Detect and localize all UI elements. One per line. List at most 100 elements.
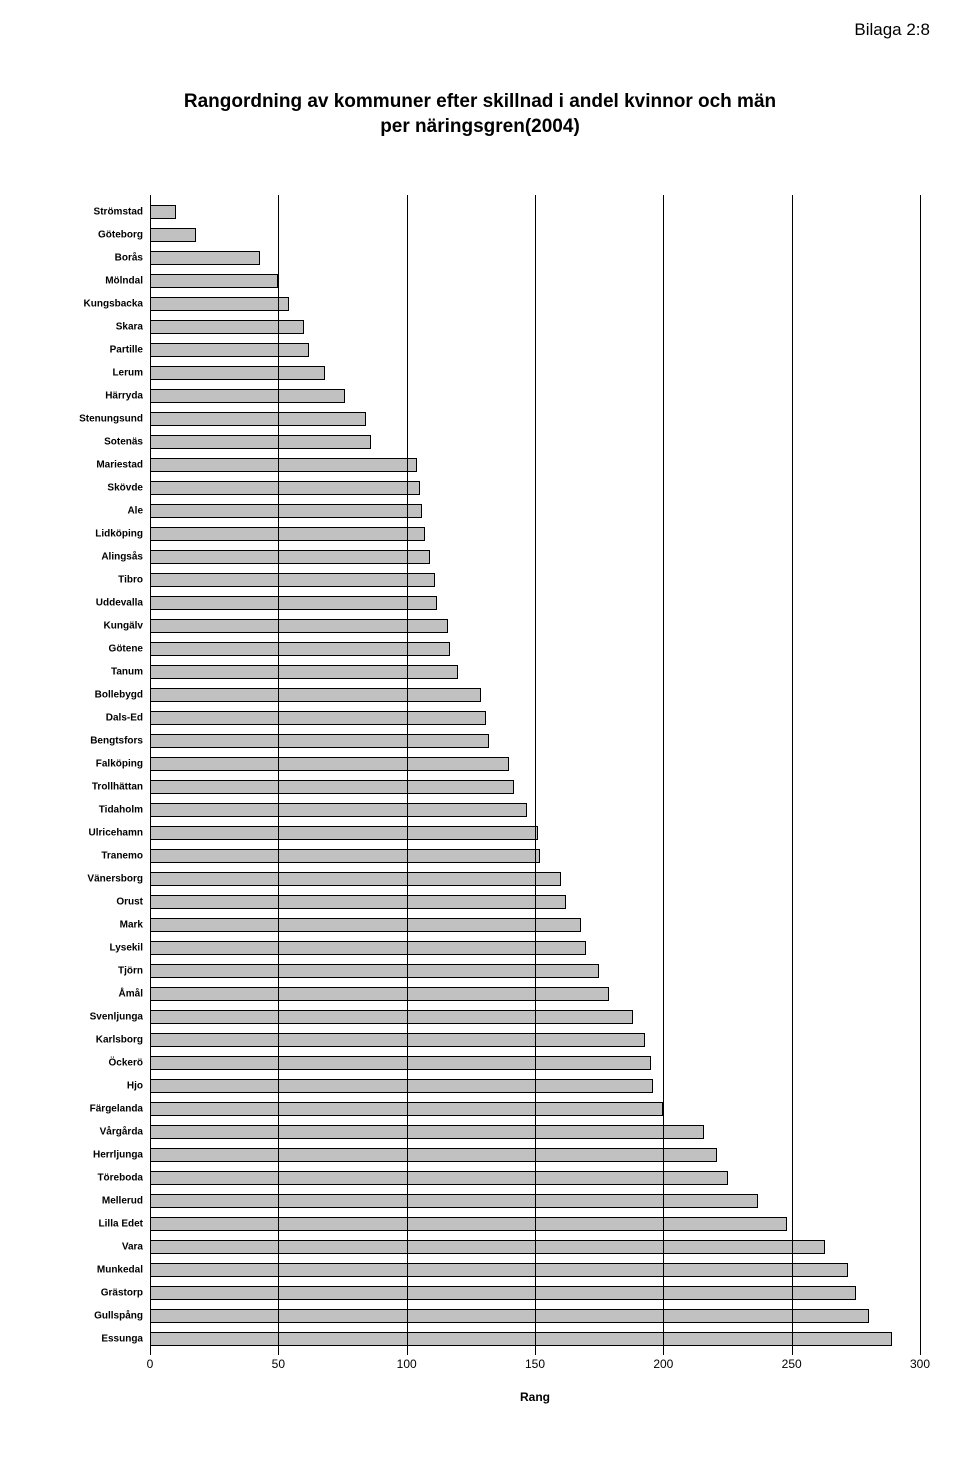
bar-label: Lysekil [35,942,143,953]
x-tick-label: 50 [272,1357,285,1371]
bar-rect [150,1148,717,1162]
bar-rect [150,1033,645,1047]
bar-rect [150,665,458,679]
bar-rect [150,435,371,449]
bar-label: Uddevalla [35,597,143,608]
bar-label: Härryda [35,390,143,401]
bar-label: Hjo [35,1080,143,1091]
x-tick-label: 250 [782,1357,802,1371]
bar-rect [150,1286,856,1300]
bar-label: Orust [35,896,143,907]
bar-rect [150,527,425,541]
bar-rect [150,711,486,725]
bar-label: Herrljunga [35,1149,143,1160]
bar-rect [150,1010,633,1024]
x-axis-label: Rang [150,1390,920,1404]
gridline [535,195,536,1355]
bar-label: Lidköping [35,528,143,539]
bar-rect [150,1309,869,1323]
bar-label: Vårgårda [35,1126,143,1137]
bar-label: Tibro [35,574,143,585]
bar-rect [150,1056,651,1070]
bar-rect [150,1263,848,1277]
bar-rect [150,596,437,610]
gridline [792,195,793,1355]
bar-rect [150,642,450,656]
bar-rect [150,205,176,219]
bar-rect [150,1194,758,1208]
bar-rect [150,366,325,380]
bar-rect [150,458,417,472]
bar-label: Dals-Ed [35,712,143,723]
bar-label: Essunga [35,1333,143,1344]
bar-label: Kungsbacka [35,298,143,309]
bar-label: Bollebygd [35,689,143,700]
bar-rect [150,941,586,955]
bar-label: Svenljunga [35,1011,143,1022]
bar-label: Borås [35,252,143,263]
x-tick-label: 300 [910,1357,930,1371]
gridline [278,195,279,1355]
bar-label: Töreboda [35,1172,143,1183]
bar-label: Grästorp [35,1287,143,1298]
bar-rect [150,1171,728,1185]
bar-rect [150,412,366,426]
bar-rect [150,573,435,587]
x-tick-label: 150 [525,1357,545,1371]
bar-rect [150,780,514,794]
x-ticks: 050100150200250300 [40,1357,920,1377]
bar-label: Sotenäs [35,436,143,447]
bar-label: Falköping [35,758,143,769]
bar-label: Skövde [35,482,143,493]
bar-rect [150,849,540,863]
bar-rect [150,688,481,702]
bar-rect [150,803,527,817]
bar-rect [150,550,430,564]
bar-label: Ulricehamn [35,827,143,838]
bar-label: Götene [35,643,143,654]
bar-label: Öckerö [35,1057,143,1068]
plot-area: StrömstadGöteborgBoråsMölndalKungsbackaS… [150,195,920,1355]
bar-label: Karlsborg [35,1034,143,1045]
bar-rect [150,1125,704,1139]
bar-rect [150,389,345,403]
bar-label: Tranemo [35,850,143,861]
page-header-label: Bilaga 2:8 [854,20,930,40]
bar-label: Vänersborg [35,873,143,884]
bar-rect [150,1240,825,1254]
bar-label: Tidaholm [35,804,143,815]
bar-label: Lilla Edet [35,1218,143,1229]
bar-label: Partille [35,344,143,355]
bar-rect [150,872,561,886]
x-tick-label: 100 [397,1357,417,1371]
bar-rect [150,1332,892,1346]
bar-label: Munkedal [35,1264,143,1275]
x-tick-label: 0 [147,1357,154,1371]
bar-label: Mark [35,919,143,930]
bar-label: Lerum [35,367,143,378]
bar-rect [150,481,420,495]
chart-container: StrömstadGöteborgBoråsMölndalKungsbackaS… [40,195,920,1395]
bar-label: Stenungsund [35,413,143,424]
bar-label: Vara [35,1241,143,1252]
bar-rect [150,1217,787,1231]
bar-rect [150,251,260,265]
bar-rect [150,826,538,840]
bar-label: Gullspång [35,1310,143,1321]
bar-rect [150,757,509,771]
gridline [150,195,151,1355]
gridline [663,195,664,1355]
gridline [920,195,921,1355]
bar-rect [150,734,489,748]
bar-label: Mellerud [35,1195,143,1206]
bar-rect [150,964,599,978]
bar-label: Strömstad [35,206,143,217]
bar-label: Alingsås [35,551,143,562]
bar-label: Mariestad [35,459,143,470]
bar-label: Färgelanda [35,1103,143,1114]
bar-rect [150,297,289,311]
bar-rect [150,274,278,288]
bar-rect [150,320,304,334]
bar-label: Ale [35,505,143,516]
gridline [407,195,408,1355]
